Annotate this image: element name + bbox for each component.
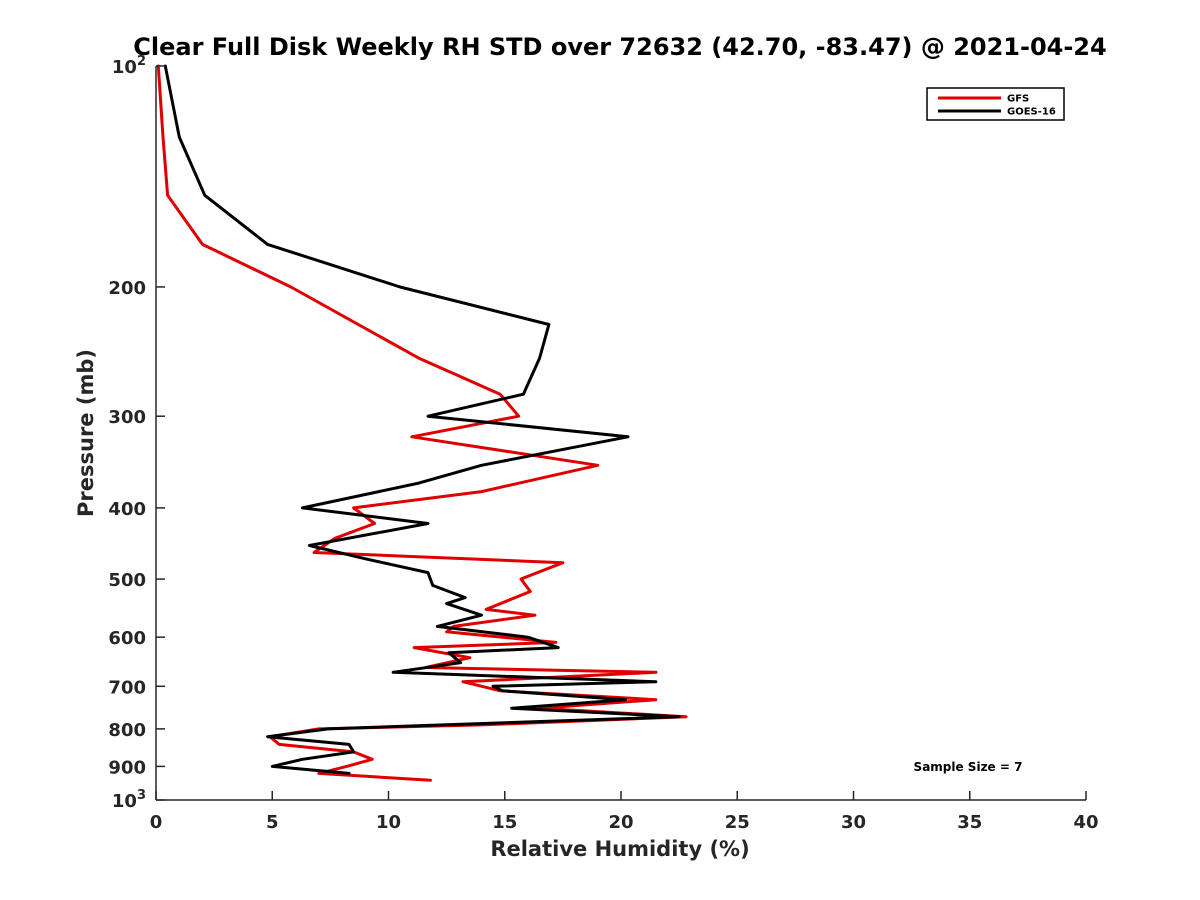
- x-tick-label: 30: [841, 812, 866, 833]
- y-tick-label: 700: [108, 677, 146, 698]
- legend: GFS GOES-16: [926, 87, 1065, 121]
- plot-axes: 0 5 10 15 20 25 30 35 40 102 200 300 400 500 600 700 800…: [108, 54, 1098, 833]
- x-tick-label: 10: [376, 812, 401, 833]
- x-tick-label: 35: [957, 812, 982, 833]
- y-tick-label: 400: [108, 499, 146, 520]
- x-tick-label: 25: [725, 812, 750, 833]
- x-tick-label: 5: [266, 812, 279, 833]
- y-tick-label: 500: [108, 570, 146, 591]
- x-tick-label: 0: [150, 812, 163, 833]
- y-tick-label: 102: [112, 54, 146, 78]
- y-tick-label: 900: [108, 757, 146, 778]
- x-axis-label: Relative Humidity (%): [490, 837, 749, 861]
- x-tick-label: 40: [1073, 812, 1098, 833]
- sample-size-annotation: Sample Size = 7: [914, 760, 1023, 774]
- y-tick-label: 600: [108, 628, 146, 649]
- legend-box: [926, 87, 1065, 121]
- series-line-goes-16: [163, 64, 681, 775]
- x-tick-label: 15: [492, 812, 517, 833]
- y-tick-label: 200: [108, 278, 146, 299]
- x-tick-label: 20: [608, 812, 633, 833]
- y-tick-label: 300: [108, 407, 146, 428]
- chart-title: Clear Full Disk Weekly RH STD over 72632…: [133, 33, 1106, 61]
- legend-entry: GFS: [1007, 94, 1029, 105]
- y-tick-label: 800: [108, 720, 146, 741]
- y-axis-label: Pressure (mb): [74, 349, 98, 517]
- y-tick-label: 103: [112, 788, 146, 812]
- plot-series: [156, 64, 688, 782]
- legend-entry: GOES-16: [1007, 107, 1056, 118]
